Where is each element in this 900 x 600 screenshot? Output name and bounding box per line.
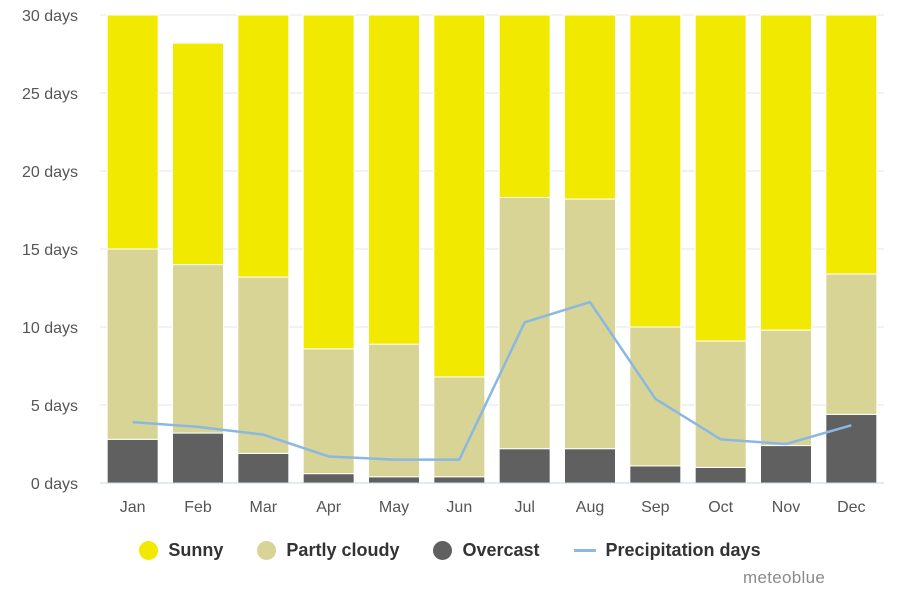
y-tick-label: 20 days [22,164,78,181]
bar-partly-cloudy [825,273,878,415]
y-tick-label: 30 days [22,8,78,25]
bar-partly-cloudy [433,376,486,478]
bar-overcast [498,448,551,484]
legend-item-sunny[interactable]: Sunny [139,540,223,561]
y-tick-label: 15 days [22,242,78,259]
bar-sunny [106,14,159,250]
x-tick-label: Jun [446,499,472,516]
bar-sunny [368,14,420,345]
legend-label-overcast: Overcast [462,540,540,560]
x-tick-label: Jul [514,499,534,516]
legend-swatch-precipitation-days [573,549,596,552]
bar-overcast [629,465,682,484]
bar-overcast [106,438,159,484]
legend-label-precipitation-days: Precipitation days [605,540,761,560]
y-tick-label: 0 days [31,476,78,493]
x-tick-label: Apr [316,499,342,516]
bar-partly-cloudy [106,248,159,440]
bar-partly-cloudy [760,329,812,447]
x-tick-label: Mar [250,499,278,516]
bar-partly-cloudy [302,348,355,475]
climate-chart: 0 days 5 days 10 days 15 days 20 days 25 days… [22,8,884,516]
bar-partly-cloudy [237,276,290,454]
bar-overcast [433,476,486,484]
bar-overcast [694,466,747,484]
legend-label-sunny: Sunny [168,540,224,560]
legend-item-partly-cloudy[interactable]: Partly cloudy [257,540,399,561]
bar-partly-cloudy [368,343,420,478]
bar-overcast [564,448,616,484]
bar-sunny [564,14,616,200]
legend-item-precipitation-days[interactable]: Precipitation days [573,540,761,561]
y-tick-label: 5 days [31,398,78,415]
x-tick-label: May [379,499,409,516]
legend-swatch-partly-cloudy [257,541,277,560]
bar-sunny [760,14,812,331]
bar-overcast [237,452,290,484]
bar-partly-cloudy [172,264,224,434]
x-tick-label: Sep [641,499,670,516]
bar-sunny [825,14,878,275]
bar-sunny [433,14,486,378]
bar-sunny [629,14,682,328]
legend-item-overcast[interactable]: Overcast [433,540,540,561]
bar-sunny [302,14,355,350]
legend-label-partly-cloudy: Partly cloudy [286,540,400,560]
bar-sunny [237,14,290,278]
bar-sunny [172,42,224,266]
y-tick-label: 25 days [22,86,78,103]
y-tick-label: 10 days [22,320,78,337]
x-tick-label: Aug [576,499,604,516]
legend-swatch-overcast [433,541,453,560]
x-tick-label: Feb [184,499,212,516]
bar-overcast [368,476,420,484]
bar-overcast [760,445,812,484]
bar-partly-cloudy [694,340,747,468]
x-tick-label: Oct [708,499,733,516]
bar-overcast [302,473,355,484]
meteoblue-brand: meteoblue [743,568,826,587]
x-tick-label: Nov [772,499,800,516]
x-tick-label: Jan [120,499,146,516]
bar-partly-cloudy [629,326,682,467]
bar-sunny [498,14,551,199]
chart-legend: Sunny Partly cloudy Overcast Precipitati… [0,540,900,561]
bar-overcast [172,432,224,484]
bar-sunny [694,14,747,342]
bar-overcast [825,413,878,484]
precipitation-days-line [132,300,852,461]
bar-partly-cloudy [564,198,616,450]
legend-swatch-sunny [139,541,159,560]
x-tick-label: Dec [837,499,865,516]
